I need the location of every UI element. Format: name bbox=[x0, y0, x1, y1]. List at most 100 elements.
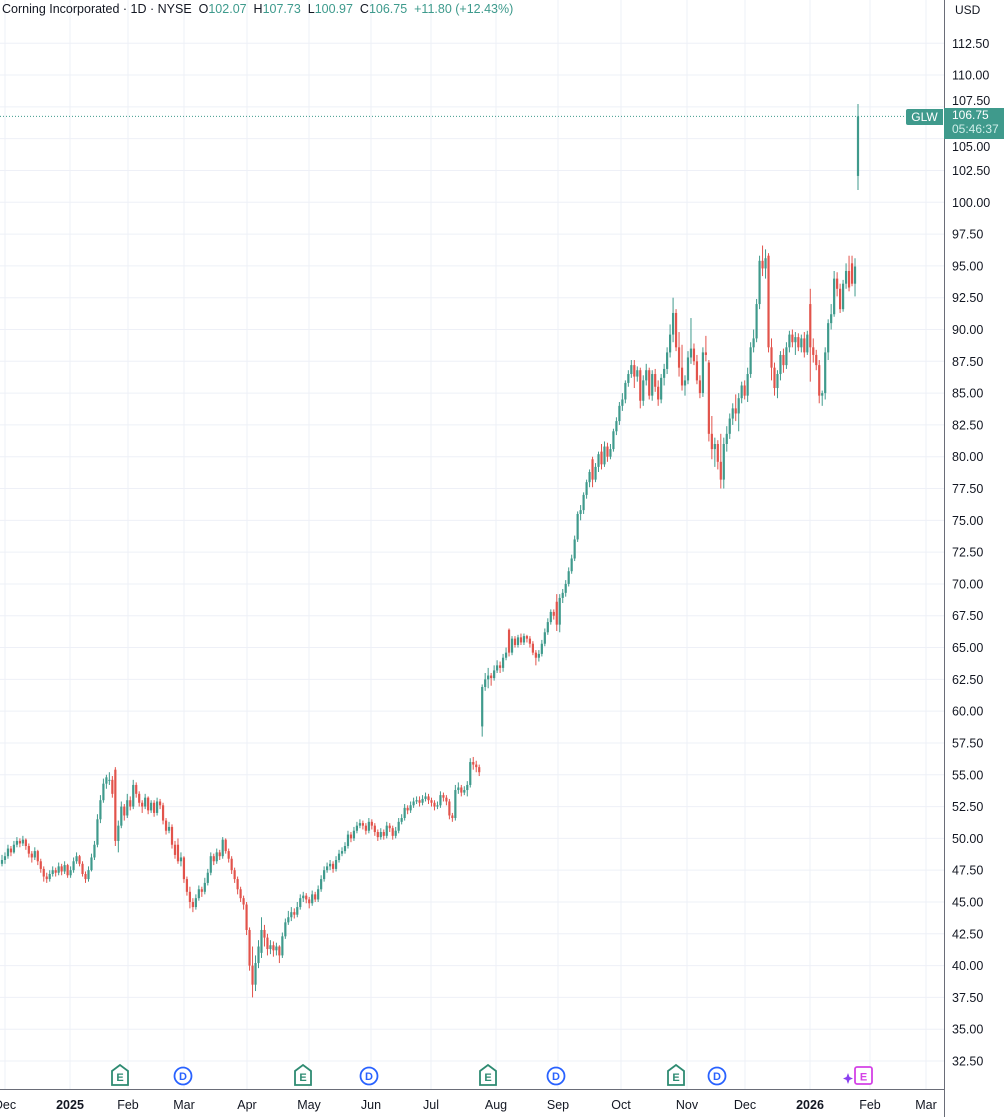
candle-body bbox=[442, 795, 445, 798]
candle-body bbox=[126, 800, 129, 816]
candle-body bbox=[686, 357, 690, 381]
candle-body bbox=[803, 338, 806, 353]
candle bbox=[257, 940, 260, 969]
candle-body bbox=[245, 904, 248, 930]
candle-body bbox=[227, 851, 230, 859]
candle bbox=[612, 428, 615, 452]
candle bbox=[343, 842, 347, 854]
candle-body bbox=[555, 601, 558, 625]
candle-body bbox=[114, 769, 117, 841]
earnings-tag-icon[interactable]: E bbox=[111, 1063, 129, 1086]
candle-body bbox=[42, 868, 45, 877]
candle-body bbox=[701, 352, 705, 394]
dividend-circle-icon[interactable]: D bbox=[707, 1066, 727, 1086]
candle bbox=[728, 413, 731, 439]
candle bbox=[579, 505, 582, 521]
candle bbox=[69, 866, 72, 878]
candle bbox=[272, 941, 275, 957]
candle-body bbox=[379, 832, 382, 838]
candle bbox=[785, 342, 788, 369]
candle-body bbox=[299, 898, 302, 908]
candle bbox=[844, 263, 848, 289]
candle-body bbox=[430, 800, 433, 803]
event-label: D bbox=[552, 1071, 560, 1083]
currency-selector[interactable]: USD bbox=[955, 3, 981, 17]
candle bbox=[677, 332, 681, 377]
event-label: E bbox=[116, 1072, 123, 1084]
candle-body bbox=[391, 828, 394, 836]
candle-body bbox=[457, 787, 460, 791]
candle bbox=[806, 330, 809, 355]
candle-body bbox=[785, 347, 788, 366]
candle bbox=[331, 861, 335, 873]
candle-body bbox=[597, 454, 600, 467]
candle-body bbox=[170, 826, 174, 845]
candle bbox=[167, 821, 171, 834]
candle-body bbox=[531, 643, 534, 653]
candle bbox=[126, 793, 129, 819]
candle-body bbox=[415, 800, 418, 802]
candle bbox=[686, 351, 690, 385]
candle-body bbox=[582, 494, 585, 511]
candle-body bbox=[752, 338, 755, 348]
dividend-circle-icon[interactable]: D bbox=[173, 1066, 193, 1086]
candle-body bbox=[409, 805, 412, 811]
candle bbox=[230, 856, 233, 874]
candle bbox=[424, 792, 427, 802]
earnings-tag-icon[interactable]: E bbox=[479, 1063, 497, 1086]
y-tick-label: 57.50 bbox=[952, 736, 983, 750]
candle-body bbox=[87, 870, 90, 880]
x-tick-label: Mar bbox=[915, 1098, 937, 1112]
y-tick-label: 45.00 bbox=[952, 895, 983, 909]
candle-body bbox=[830, 314, 833, 324]
candle-body bbox=[373, 825, 376, 833]
candle bbox=[779, 351, 782, 381]
y-tick-label: 52.50 bbox=[952, 800, 983, 814]
candle bbox=[671, 297, 675, 343]
candle-body bbox=[630, 365, 633, 375]
candle-body bbox=[692, 348, 696, 362]
earnings-tag-icon[interactable]: E bbox=[667, 1063, 685, 1086]
candle-body bbox=[564, 583, 567, 593]
candle-body bbox=[349, 834, 353, 839]
candle-body bbox=[677, 347, 681, 368]
candle bbox=[847, 255, 851, 292]
x-tick-label: Aug bbox=[485, 1098, 507, 1112]
upcoming-earnings-sparkle-icon[interactable]: E bbox=[843, 1066, 873, 1085]
dividend-circle-icon[interactable]: D bbox=[546, 1066, 566, 1086]
candle-body bbox=[36, 851, 39, 862]
candle bbox=[352, 826, 356, 841]
candle bbox=[615, 417, 618, 436]
candle-body bbox=[552, 611, 555, 616]
candle-body bbox=[421, 798, 424, 803]
candle bbox=[236, 876, 239, 895]
candle bbox=[460, 784, 463, 797]
candle bbox=[567, 567, 570, 587]
candle-body bbox=[427, 796, 430, 801]
candle-body bbox=[651, 374, 654, 396]
candle bbox=[293, 908, 296, 919]
earnings-tag-icon[interactable]: E bbox=[294, 1063, 312, 1086]
x-tick-label: Apr bbox=[237, 1098, 256, 1112]
candle bbox=[135, 782, 138, 798]
candle-body bbox=[400, 818, 403, 822]
candle bbox=[782, 348, 785, 373]
candle-body bbox=[558, 597, 561, 625]
y-tick-label: 67.50 bbox=[952, 609, 983, 623]
candle bbox=[57, 862, 60, 876]
dividend-circle-icon[interactable]: D bbox=[359, 1066, 379, 1086]
candle bbox=[45, 872, 48, 883]
candle bbox=[355, 821, 359, 834]
candle-body bbox=[311, 894, 314, 904]
candle bbox=[493, 665, 496, 681]
candle bbox=[540, 639, 543, 657]
candle bbox=[233, 867, 236, 883]
y-tick-label: 110.00 bbox=[952, 69, 989, 83]
candle-body bbox=[749, 347, 752, 375]
candle bbox=[630, 360, 633, 378]
candle-body bbox=[120, 806, 123, 826]
candle bbox=[836, 272, 839, 297]
candle-body bbox=[251, 965, 254, 985]
